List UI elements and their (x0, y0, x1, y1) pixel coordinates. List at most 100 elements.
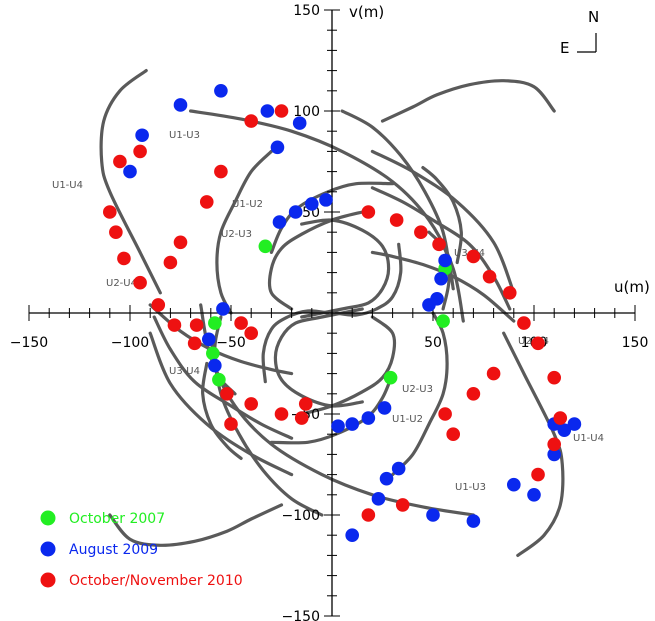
u-axis-tick-label: −100 (111, 335, 149, 351)
uv-point (244, 397, 258, 411)
uv-point (123, 164, 137, 179)
uv-point (270, 140, 285, 155)
legend-label: October 2007 (69, 511, 165, 527)
uv-point (208, 316, 222, 330)
uv-point (486, 366, 501, 381)
uv-point (507, 477, 521, 492)
u-axis-tick-label: 150 (622, 335, 649, 351)
uv-point (547, 437, 561, 452)
uv-point (438, 253, 452, 268)
uv-point (430, 292, 444, 306)
data-points (103, 84, 582, 542)
uv-point (189, 318, 204, 332)
compass-east-label: E (560, 39, 569, 57)
uv-point (113, 154, 127, 169)
legend-label: August 2009 (69, 542, 158, 558)
baseline-label: U3-U4 (169, 366, 200, 377)
uv-point (274, 104, 289, 118)
legend-marker (40, 510, 56, 526)
uv-point (214, 84, 228, 98)
uv-point (220, 387, 234, 401)
uv-point (173, 98, 188, 112)
uv-point (482, 269, 497, 284)
baseline-track-u1-u3 (189, 109, 465, 323)
baseline-track-u3-u4 (427, 230, 455, 291)
uv-point (244, 114, 258, 128)
legend: October 2007 August 2009 October/November … (40, 510, 243, 589)
uv-point (466, 514, 481, 528)
baseline-track-u1-u2 (273, 307, 364, 408)
uv-point (361, 411, 376, 425)
uv-point (426, 508, 440, 522)
uv-point (377, 401, 392, 415)
compass-north-label: N (588, 8, 599, 26)
baseline-track-u3-u4 (201, 361, 243, 460)
uv-point (305, 197, 319, 211)
baseline-track-u1-u4 (370, 149, 516, 295)
baseline-label: U1-U2 (232, 199, 263, 210)
uv-point (151, 298, 166, 312)
baseline-track-u1-u4 (380, 79, 556, 123)
baseline-track-u1-u4 (502, 331, 565, 557)
uv-point (371, 492, 386, 506)
baseline-track-u1-u3 (215, 149, 273, 315)
uv-point (531, 467, 545, 482)
uv-point (216, 302, 230, 316)
uv-point (466, 387, 481, 401)
uv-point (331, 419, 345, 433)
v-axis-tick-label: −150 (282, 609, 320, 621)
uv-point (298, 397, 313, 411)
v-axis-ticks: −150−100−5050100150 (282, 3, 340, 621)
u-axis-tick-label: 50 (424, 335, 442, 351)
baseline-label: U1-U2 (392, 414, 423, 425)
baseline-label: U2-U3 (402, 384, 433, 395)
uv-point (466, 249, 481, 264)
baseline-track-u1-u2 (300, 218, 391, 319)
uv-point (379, 471, 394, 486)
uv-point (212, 372, 226, 387)
baseline-track-u2-u4 (152, 315, 294, 440)
uv-point (345, 417, 360, 431)
baseline-label: U1-U3 (455, 482, 486, 493)
uv-point (133, 144, 147, 159)
uv-point (274, 407, 289, 421)
uv-point (361, 508, 376, 522)
baseline-track-u1-u4 (99, 69, 162, 295)
uv-point (103, 205, 117, 219)
uv-point (133, 275, 147, 290)
uv-point (567, 417, 582, 431)
baseline-track-u2-u3 (334, 242, 403, 317)
uv-point (434, 271, 448, 286)
baseline-label: U2-U4 (106, 278, 137, 289)
baseline-label: U2-U3 (221, 229, 252, 240)
u-axis-ticks: −150−100−5050100150 (10, 305, 649, 351)
legend-label: October/November 2010 (69, 573, 243, 589)
uv-point (395, 498, 410, 512)
v-axis-title: v(m) (349, 3, 384, 21)
uv-point (389, 213, 404, 227)
uv-point (531, 336, 545, 351)
uv-point (517, 316, 531, 330)
uv-point (173, 235, 188, 250)
uv-point (361, 205, 376, 219)
uv-point (201, 332, 216, 347)
uv-point (294, 411, 309, 425)
uv-point (208, 358, 222, 373)
uv-point (167, 318, 182, 332)
uv-point (214, 164, 228, 179)
uv-point (432, 237, 446, 252)
baseline-track-u1-u4 (108, 503, 284, 547)
uv-point (383, 370, 398, 385)
uv-point (553, 411, 568, 425)
uv-point (414, 225, 428, 239)
uv-point (345, 528, 360, 542)
baseline-track-u3-u4 (421, 166, 463, 265)
v-axis-tick-label: 100 (293, 104, 320, 120)
legend-marker (40, 541, 56, 557)
baseline-label: U1-U4 (52, 180, 83, 191)
u-axis-tick-label: −150 (10, 335, 48, 351)
uv-point (527, 488, 541, 502)
uv-point (109, 225, 123, 239)
legend-marker (40, 572, 56, 588)
